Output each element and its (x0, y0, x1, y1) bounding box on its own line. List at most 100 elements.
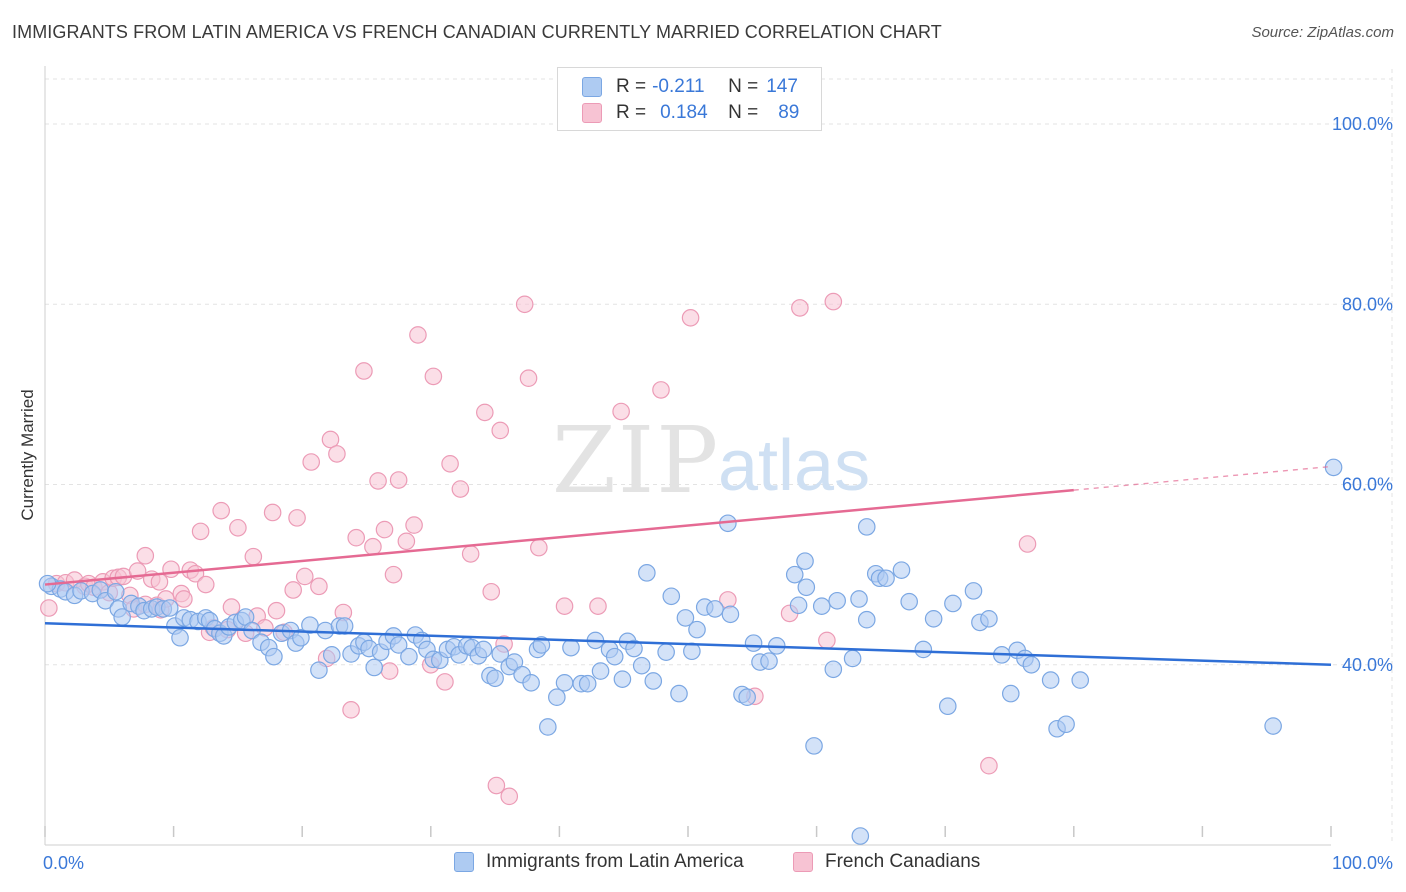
axes (44, 66, 1332, 846)
latin-america-point (851, 827, 870, 845)
latin-america-point (824, 660, 843, 679)
latin-america-point (805, 737, 823, 755)
latin-america-point (1022, 655, 1041, 674)
legend-r-label-pink: R = (616, 102, 647, 123)
latin-america-point (1057, 715, 1075, 734)
x-tick-label-max: 100.0% (1332, 853, 1393, 873)
latin-america-point (964, 582, 983, 600)
french-canadians-point (482, 582, 501, 601)
french-canadians-point (424, 367, 443, 386)
latin-america-point (676, 609, 695, 627)
french-canadians-point (150, 573, 169, 591)
latin-america-point (638, 564, 656, 582)
latin-america-point (310, 661, 328, 679)
legend-row-pink: R = 0.184 N = 89 (582, 100, 799, 126)
latin-america-point (892, 561, 911, 579)
latin-america-point (812, 597, 831, 615)
french-canadians-point (191, 522, 210, 541)
latin-america-point (670, 684, 688, 703)
french-canadians-point (441, 455, 459, 473)
latin-america-point (785, 565, 804, 584)
legend-row-blue: R = -0.211 N = 147 (582, 74, 798, 100)
french-canadians-point (519, 369, 538, 387)
french-canadians-point (136, 546, 155, 565)
latin-america-point (106, 582, 125, 601)
latin-america-point (532, 636, 551, 654)
french-canadians-point (284, 581, 302, 599)
latin-america-point (548, 688, 566, 707)
french-canadians-point (487, 776, 506, 795)
latin-america-point (914, 640, 933, 659)
latin-america-point (292, 628, 310, 647)
latin-america-point (850, 590, 868, 608)
french-canadians-point (267, 601, 286, 620)
legend-r-value-blue: -0.211 (652, 76, 705, 97)
latin-america-point (980, 610, 998, 628)
chart-title: IMMIGRANTS FROM LATIN AMERICA VS FRENCH … (12, 22, 942, 42)
french-canadians-trendline-dashed (1073, 465, 1332, 491)
series-legend-blue: Immigrants from Latin America (454, 851, 744, 873)
french-canadians-point (288, 509, 306, 527)
latin-america-point (562, 638, 580, 657)
watermark: ZIP atlas (552, 407, 870, 514)
french-canadians-point (229, 518, 247, 537)
latin-america-points (38, 458, 1343, 845)
watermark-atlas: atlas (718, 426, 870, 506)
latin-america-point (365, 658, 384, 677)
latin-america-point (322, 646, 341, 664)
french-canadians-point (347, 528, 366, 547)
latin-america-point (843, 649, 862, 668)
latin-america-point (706, 600, 724, 618)
latin-america-point (605, 647, 624, 666)
latin-america-point (797, 578, 816, 597)
french-canadians-point (530, 538, 548, 557)
latin-america-point (744, 634, 763, 652)
french-canadians-point (384, 565, 403, 584)
latin-america-point (389, 636, 408, 654)
latin-america-point (1324, 458, 1343, 477)
legend-n-label-blue: N = (728, 76, 759, 97)
latin-america-point (721, 605, 740, 624)
latin-america-point (1001, 684, 1020, 703)
french-canadians-point (405, 516, 423, 534)
series-label-pink: French Canadians (825, 851, 981, 872)
french-canadians-point (40, 599, 58, 617)
french-canadians-point (652, 381, 670, 399)
french-canadians-point (375, 520, 394, 539)
tick-labels: 40.0% 60.0% 80.0% 100.0% 0.0% 100.0% (43, 114, 1393, 873)
legend-r-label-blue: R = (616, 76, 647, 97)
french-canadians-point (409, 326, 427, 344)
french-canadians-point (461, 545, 480, 563)
latin-america-point (877, 569, 895, 588)
latin-america-point (760, 652, 778, 670)
french-canadians-point (310, 577, 328, 596)
french-canadians-point (589, 597, 607, 615)
french-canadians-point (196, 575, 215, 594)
latin-america-point (591, 662, 610, 680)
latin-america-point (657, 643, 675, 661)
french-canadians-point (302, 453, 321, 471)
french-canadians-trendline-solid (44, 488, 1074, 586)
latin-america-point (625, 639, 643, 658)
french-canadians-points (40, 292, 1037, 806)
series-legend: Immigrants from Latin America French Can… (0, 851, 1406, 877)
latin-america-point (857, 518, 876, 536)
y-tick-label: 60.0% (1342, 475, 1393, 495)
french-canadians-point (451, 480, 470, 498)
latin-america-point (539, 718, 557, 736)
latin-america-point (491, 645, 510, 663)
french-canadians-point (476, 403, 494, 422)
y-tick-label: 100.0% (1332, 114, 1393, 134)
latin-america-point (924, 610, 943, 628)
latin-america-point (171, 628, 189, 647)
latin-america-point (828, 591, 846, 610)
french-canadians-point (364, 537, 382, 556)
french-canadians-point (500, 787, 519, 806)
french-canadians-point (244, 547, 263, 566)
correlation-legend: R = -0.211 N = 147 R = 0.184 N = 89 (557, 67, 822, 131)
french-canadians-point (436, 673, 454, 691)
french-canadians-point (818, 631, 836, 650)
source-credit: Source: ZipAtlas.com (1251, 24, 1394, 41)
legend-n-value-blue: 147 (766, 76, 798, 97)
